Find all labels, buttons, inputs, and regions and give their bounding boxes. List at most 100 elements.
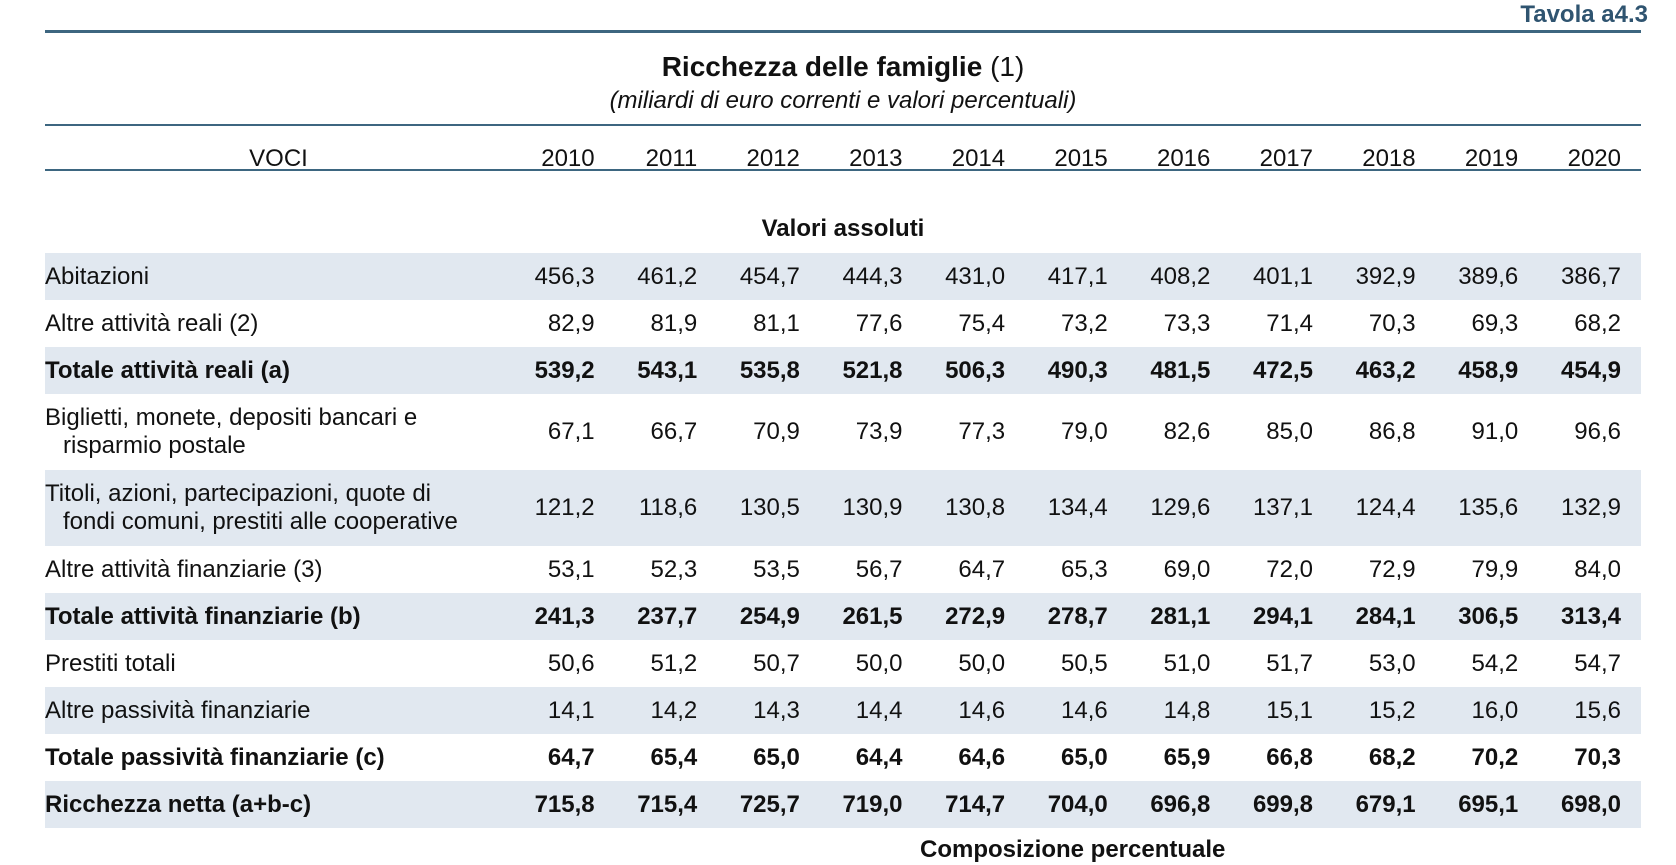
table-cell-value: 294,1	[1230, 593, 1333, 640]
table-cell-value: 65,9	[1163, 743, 1211, 771]
table-cell-value: 64,7	[958, 555, 1006, 583]
table-cell-value: 64,7	[547, 743, 595, 771]
table-cell-value: 241,3	[512, 593, 615, 640]
next-section-label-partial: Composizione percentuale	[920, 836, 1226, 863]
table-cell-value: 65,0	[753, 743, 800, 771]
column-header-year: 2019	[1464, 145, 1519, 172]
table-cell-value: 50,5	[1061, 649, 1108, 677]
table-cell-value: 698,0	[1538, 781, 1641, 828]
table-cell-value: 50,0	[855, 649, 903, 677]
table-cell-value: 71,4	[1266, 309, 1313, 337]
table-cell-value: 490,3	[1025, 347, 1128, 394]
table-cell-value: 134,4	[1025, 470, 1128, 546]
title-note: (1)	[990, 51, 1025, 82]
row-label-text: Altre attività reali (2)	[45, 309, 259, 337]
table-cell-value: 51,7	[1266, 649, 1313, 677]
table-row: Biglietti, monete, depositi bancari e ris…	[45, 394, 1641, 470]
table-cell-value: 129,6	[1127, 470, 1231, 546]
table-row: Abitazioni 456,3 461,2 454,7 444,3 431,0 417,1…	[45, 253, 1641, 300]
column-header-year: 2010	[541, 145, 595, 172]
row-label-text: Totale attività reali (a)	[45, 356, 290, 384]
table-row: Ricchezza netta (a+b-c) 715,8 715,4 725,7 71…	[45, 781, 1641, 828]
table-cell-value: 679,1	[1333, 781, 1436, 828]
table-cell-value: 401,1	[1230, 253, 1333, 300]
table-cell-value: 53,0	[1368, 649, 1416, 677]
table-cell-value: 91,0	[1471, 418, 1519, 445]
table-cell-value: 313,4	[1538, 593, 1641, 640]
table-cell-value: 272,9	[922, 593, 1026, 640]
table-row: Titoli, azioni, partecipazioni, quote di…	[45, 470, 1641, 546]
column-header-year: 2016	[1156, 145, 1211, 172]
table-cell-value: 458,9	[1435, 347, 1539, 394]
table-cell-value: 96,6	[1574, 418, 1621, 445]
table-cell-value: 85,0	[1266, 418, 1313, 445]
table-cell-value: 431,0	[922, 253, 1026, 300]
spacer-row	[45, 183, 1641, 205]
table-cell-value: 54,2	[1471, 649, 1519, 677]
table-row: Altre passività finanziarie 14,1 14,2 14,3 1…	[45, 687, 1641, 734]
row-label-continuation: fondi comuni, prestiti alle cooperative	[63, 508, 458, 535]
table-cell-value: 454,7	[717, 253, 820, 300]
table-cell-value: 81,9	[650, 309, 698, 337]
row-label-text: Abitazioni	[45, 262, 150, 290]
section-label: Valori assoluti	[761, 215, 925, 242]
table-cell-value: 50,7	[753, 649, 800, 677]
table-cell-value: 86,8	[1368, 418, 1416, 445]
table-row: Altre attività reali (2) 82,9 81,9 81,1 77,6…	[45, 300, 1641, 347]
column-header-year: 2013	[849, 145, 903, 172]
row-label-text: Totale passività finanziarie (c)	[45, 743, 385, 771]
row-label-continuation: risparmio postale	[63, 432, 246, 459]
table-cell-value: 130,9	[819, 470, 923, 546]
table-cell-value: 73,3	[1163, 309, 1211, 337]
row-label: Titoli, azioni, partecipazioni, quote di…	[45, 470, 512, 546]
row-label: Altre attività reali (2)	[45, 300, 512, 347]
table-cell-value: 64,4	[855, 743, 903, 771]
table-cell-value: 84,0	[1574, 555, 1621, 583]
table-cell-value: 69,0	[1163, 555, 1211, 583]
table-cell-value: 137,1	[1230, 470, 1333, 546]
table-cell-value: 237,7	[614, 593, 718, 640]
table-cell-value: 68,2	[1368, 743, 1416, 771]
row-label: Totale passività finanziarie (c)	[45, 734, 512, 781]
row-label-text: Titoli, azioni, partecipazioni, quote di	[45, 480, 431, 507]
table-cell-value: 81,1	[753, 309, 800, 337]
table-row: Altre attività finanziarie (3) 53,1 52,3 53…	[45, 546, 1641, 593]
table-cell-value: 284,1	[1333, 593, 1436, 640]
table-cell-value: 472,5	[1230, 347, 1333, 394]
table-cell-value: 130,5	[717, 470, 820, 546]
table-cell-value: 15,1	[1230, 687, 1333, 734]
table-cell-value: 64,6	[958, 743, 1006, 771]
table-cell-value: 725,7	[717, 781, 820, 828]
table-cell-value: 69,3	[1471, 309, 1519, 337]
table-cell-value: 65,4	[650, 743, 698, 771]
section-header-row: Valori assoluti	[45, 205, 1641, 253]
table-cell-value: 56,7	[855, 555, 903, 583]
table-row: Prestiti totali 50,6 51,2 50,7 50,0 50,0 50,5 5…	[45, 640, 1641, 687]
table-cell-value: 408,2	[1127, 253, 1231, 300]
table-cell-value: 417,1	[1025, 253, 1128, 300]
table-cell-value: 444,3	[819, 253, 923, 300]
table-cell-value: 506,3	[922, 347, 1026, 394]
table-cell-value: 16,0	[1435, 687, 1539, 734]
table-cell-value: 699,8	[1230, 781, 1333, 828]
row-label-text: Prestiti totali	[45, 649, 176, 677]
column-header-year: 2014	[951, 145, 1006, 172]
row-label: Totale attività reali (a)	[45, 347, 512, 394]
table-cell-value: 543,1	[614, 347, 718, 394]
row-label: Totale attività finanziarie (b)	[45, 593, 512, 640]
table-cell-value: 719,0	[819, 781, 923, 828]
table-cell-value: 539,2	[512, 347, 615, 394]
table-cell-value: 695,1	[1435, 781, 1539, 828]
table-cell-value: 14,3	[717, 687, 820, 734]
table-cell-value: 79,9	[1471, 555, 1519, 583]
table-cell-value: 306,5	[1435, 593, 1539, 640]
header-row: VOCI 2010 2011 2012 2013 2014 2015 2016 …	[45, 135, 1641, 183]
table-number: Tavola a4.3	[1520, 1, 1648, 28]
table-cell-value: 51,0	[1163, 649, 1211, 677]
table-cell-value: 72,9	[1368, 555, 1416, 583]
header-bottom-rule	[45, 169, 1641, 171]
table-cell-value: 521,8	[819, 347, 923, 394]
table-cell-value: 14,6	[1025, 687, 1128, 734]
table-cell-value: 254,9	[717, 593, 820, 640]
table-cell-value: 70,3	[1368, 309, 1416, 337]
